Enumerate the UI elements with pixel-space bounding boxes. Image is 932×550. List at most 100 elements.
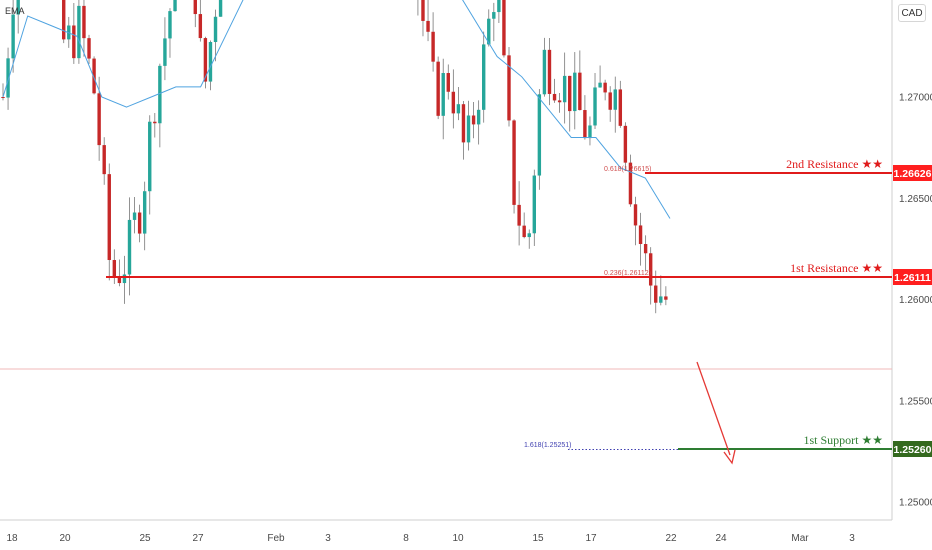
candle-body: [436, 61, 440, 116]
candle-body: [547, 49, 552, 94]
candle-body: [578, 72, 582, 111]
candle-body: [198, 14, 203, 39]
time-axis[interactable]: 18 20 25 27 Feb 3 8 10 15 17 22 24 Mar 3: [6, 533, 855, 544]
candle-body: [654, 285, 658, 303]
candle-body: [16, 0, 20, 15]
time-tick-label: 3: [849, 533, 855, 544]
candle-body: [502, 0, 506, 56]
candle-body: [659, 296, 663, 303]
candle-body: [552, 93, 557, 101]
candle-body: [527, 233, 531, 238]
ema-line: [2, 0, 671, 219]
candle-body: [163, 38, 167, 66]
candle-body: [137, 212, 142, 234]
candle-body: [598, 82, 602, 88]
candle-body: [573, 72, 577, 112]
fib-level-label: 0.236(1.26112): [604, 270, 651, 277]
candle-body: [588, 125, 592, 139]
candle-body: [633, 204, 638, 226]
price-axis[interactable]: 1.285001.280001.275001.270001.265001.260…: [899, 0, 932, 509]
time-tick-label: Mar: [791, 533, 809, 544]
candle-body: [537, 94, 542, 176]
candle-body: [421, 0, 425, 21]
time-tick-label: 22: [665, 533, 677, 544]
candle-body: [87, 38, 91, 59]
candle-body: [148, 121, 152, 192]
candle-body: [92, 58, 96, 94]
price-tag-label: 1.26111: [894, 272, 931, 284]
support-resistance-levels[interactable]: 0.618(1.26615) 2nd Resistance ★★ 1.26626 0.…: [106, 157, 932, 457]
time-tick-label: 20: [59, 533, 71, 544]
level-name-label: 2nd Resistance ★★: [786, 157, 883, 171]
candle-body: [122, 274, 127, 284]
fib-level-label: 0.618(1.26615): [604, 166, 651, 173]
time-tick-label: 27: [192, 533, 204, 544]
candle-body: [102, 145, 106, 175]
candle-body: [476, 109, 481, 125]
candle-body: [456, 104, 461, 114]
candle-body: [446, 73, 450, 92]
candle-body: [77, 5, 81, 59]
candle-body: [568, 75, 572, 112]
arrow-shaft: [696, 361, 731, 456]
candle-body: [82, 5, 86, 39]
candle-body: [517, 204, 521, 226]
candle-body: [218, 0, 223, 17]
candle-body: [466, 115, 471, 143]
candle-body: [492, 12, 496, 19]
candle-body: [441, 73, 445, 116]
candle-body: [213, 16, 218, 43]
candle-body: [62, 0, 66, 40]
candle-body: [208, 42, 213, 82]
candle-body: [127, 219, 132, 275]
chart-grid: [0, 0, 893, 521]
time-tick-label: 15: [532, 533, 544, 544]
candle-body: [431, 31, 435, 62]
candle-body: [497, 0, 501, 13]
candle-body: [193, 0, 197, 15]
candle-body: [112, 260, 117, 278]
time-tick-label: Feb: [267, 533, 285, 544]
candle-body: [557, 100, 562, 103]
candle-body: [507, 55, 511, 121]
price-tick-label: 1.27500: [899, 0, 932, 2]
candle-body: [471, 115, 476, 125]
ema-indicator-label[interactable]: EMA: [5, 6, 25, 16]
candle-body: [173, 0, 177, 12]
price-tag-label: 1.26626: [894, 168, 932, 180]
candle-body: [618, 89, 623, 126]
price-tag[interactable]: [893, 269, 932, 285]
price-tag[interactable]: [893, 441, 932, 457]
price-tick-label: 1.26500: [899, 194, 932, 205]
candle-body: [482, 44, 486, 110]
price-tick-label: 1.27000: [899, 93, 932, 104]
candle-body: [107, 174, 111, 261]
candle-body: [643, 244, 648, 254]
time-tick-label: 24: [715, 533, 727, 544]
time-tick-label: 10: [452, 533, 464, 544]
price-tag[interactable]: [893, 165, 932, 181]
candle-body: [11, 14, 15, 59]
candlestick-series: [1, 0, 668, 314]
time-tick-label: 17: [585, 533, 597, 544]
arrow-head: [723, 449, 736, 465]
projection-arrow: [696, 361, 736, 465]
candle-body: [72, 25, 76, 59]
time-tick-label: 3: [325, 533, 331, 544]
candle-body: [487, 18, 491, 45]
currency-button[interactable]: CAD: [898, 4, 926, 22]
candle-body: [623, 125, 628, 163]
candle-body: [512, 120, 516, 205]
price-tick-label: 1.25500: [899, 396, 932, 407]
fib-level-label: 1.618(1.25251): [524, 442, 571, 449]
candle-body: [1, 97, 5, 98]
level-name-label: 1st Support ★★: [803, 433, 883, 447]
candle-body: [522, 225, 526, 238]
candle-body: [117, 277, 122, 284]
candle-body: [583, 110, 587, 139]
candle-body: [613, 89, 617, 110]
candle-body: [451, 91, 456, 114]
candle-body: [608, 92, 612, 110]
candle-body: [132, 212, 137, 220]
